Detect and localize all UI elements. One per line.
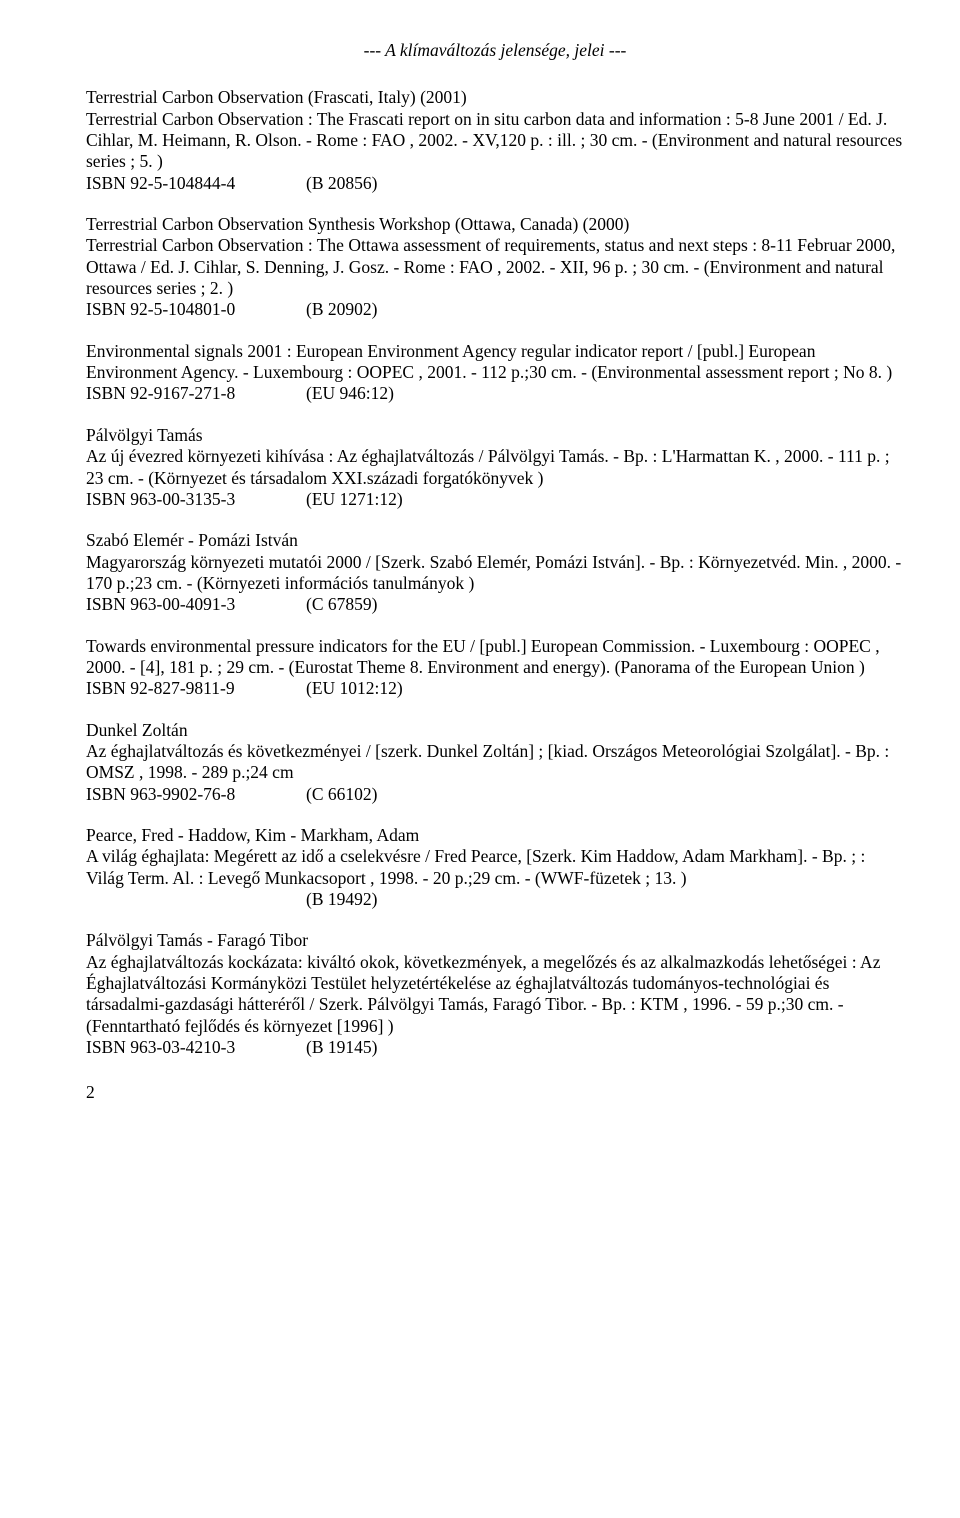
bibliography-entry: Pálvölgyi Tamás Az új évezred környezeti…: [86, 425, 904, 510]
entry-isbn-line: ISBN 963-00-4091-3(C 67859): [86, 594, 904, 615]
entry-code: (EU 1271:12): [306, 489, 403, 509]
entry-body: Pálvölgyi Tamás Az új évezred környezeti…: [86, 425, 904, 489]
entry-code: (C 66102): [306, 784, 377, 804]
entry-isbn: ISBN 92-827-9811-9: [86, 678, 306, 699]
entry-isbn: ISBN 92-5-104844-4: [86, 173, 306, 194]
bibliography-entry: Pearce, Fred - Haddow, Kim - Markham, Ad…: [86, 825, 904, 910]
entry-body: Environmental signals 2001 : European En…: [86, 341, 904, 384]
bibliography-entry: Terrestrial Carbon Observation Synthesis…: [86, 214, 904, 321]
entry-isbn-line: ISBN 92-5-104844-4(B 20856): [86, 173, 904, 194]
entry-isbn-line: ISBN 963-03-4210-3(B 19145): [86, 1037, 904, 1058]
entry-isbn: ISBN 963-03-4210-3: [86, 1037, 306, 1058]
entry-code: (B 19492): [306, 889, 377, 909]
entry-code: (EU 946:12): [306, 383, 394, 403]
entry-code: (B 20856): [306, 173, 377, 193]
entry-isbn: ISBN 963-00-4091-3: [86, 594, 306, 615]
entry-isbn: ISBN 92-5-104801-0: [86, 299, 306, 320]
page-number: 2: [86, 1082, 904, 1103]
bibliography-entry: Pálvölgyi Tamás - Faragó Tibor Az éghajl…: [86, 930, 904, 1058]
bibliography-entry: Dunkel Zoltán Az éghajlatváltozás és köv…: [86, 720, 904, 805]
entry-body: Pálvölgyi Tamás - Faragó Tibor Az éghajl…: [86, 930, 904, 1037]
entry-code: (C 67859): [306, 594, 377, 614]
entry-body: Dunkel Zoltán Az éghajlatváltozás és köv…: [86, 720, 904, 784]
bibliography-entry: Towards environmental pressure indicator…: [86, 636, 904, 700]
entry-body: Szabó Elemér - Pomázi István Magyarorszá…: [86, 530, 904, 594]
entry-code: (B 20902): [306, 299, 377, 319]
entry-isbn-line: ISBN 92-9167-271-8(EU 946:12): [86, 383, 904, 404]
entry-body: Pearce, Fred - Haddow, Kim - Markham, Ad…: [86, 825, 904, 889]
entry-body: Towards environmental pressure indicator…: [86, 636, 904, 679]
entry-isbn-line: ISBN 92-5-104801-0(B 20902): [86, 299, 904, 320]
entry-body: Terrestrial Carbon Observation Synthesis…: [86, 214, 904, 299]
page-header: --- A klímaváltozás jelensége, jelei ---: [86, 40, 904, 61]
bibliography-entry: Szabó Elemér - Pomázi István Magyarorszá…: [86, 530, 904, 615]
bibliography-list: Terrestrial Carbon Observation (Frascati…: [86, 87, 904, 1058]
entry-isbn: ISBN 963-00-3135-3: [86, 489, 306, 510]
entry-isbn-line: (B 19492): [86, 889, 904, 910]
bibliography-entry: Environmental signals 2001 : European En…: [86, 341, 904, 405]
entry-code: (EU 1012:12): [306, 678, 403, 698]
bibliography-entry: Terrestrial Carbon Observation (Frascati…: [86, 87, 904, 194]
entry-isbn-line: ISBN 963-9902-76-8(C 66102): [86, 784, 904, 805]
entry-isbn: ISBN 92-9167-271-8: [86, 383, 306, 404]
entry-body: Terrestrial Carbon Observation (Frascati…: [86, 87, 904, 172]
entry-isbn: ISBN 963-9902-76-8: [86, 784, 306, 805]
entry-isbn-line: ISBN 963-00-3135-3(EU 1271:12): [86, 489, 904, 510]
entry-isbn-line: ISBN 92-827-9811-9(EU 1012:12): [86, 678, 904, 699]
entry-code: (B 19145): [306, 1037, 377, 1057]
